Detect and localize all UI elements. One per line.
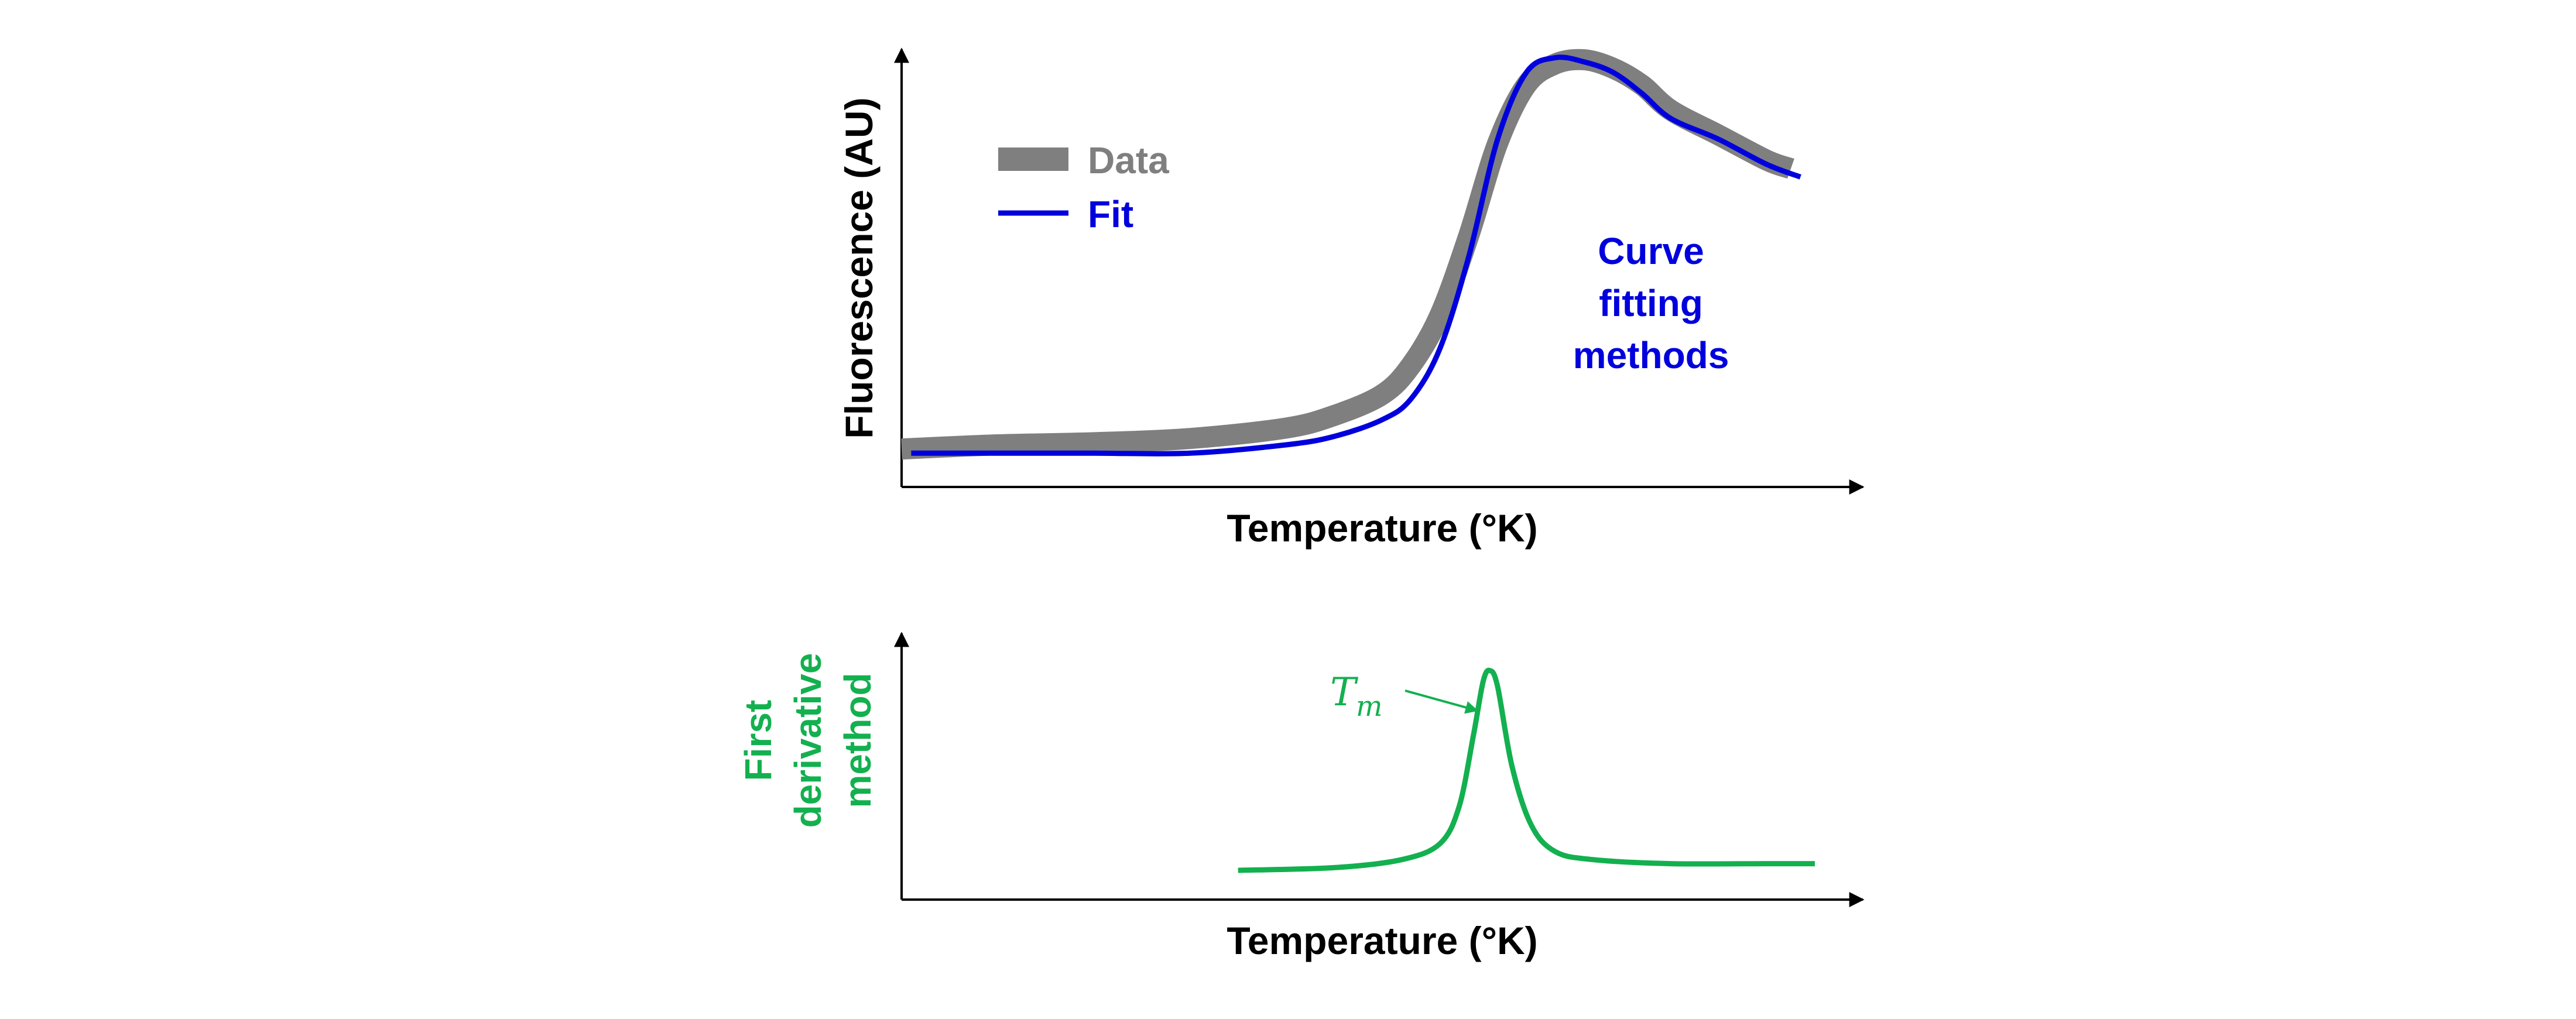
fit-series-line [911,54,1801,457]
tm-letter: T [1330,670,1359,715]
annotation-line-2: fitting [1599,282,1703,324]
tm-subscript: m [1356,690,1383,723]
derivative-series-line [1238,667,1815,873]
tm-annotation: Tm [1330,670,1479,723]
bottom-y-axis-label: First derivative method [737,653,879,828]
bottom-y-label-line-1: First [737,700,779,781]
top-chart: Temperature (°K) Fluorescence (AU) Data … [837,47,1865,550]
tm-label: Tm [1330,670,1383,723]
legend-data-label: Data [1088,139,1169,181]
bottom-chart: Temperature (°K) First derivative method… [737,632,1865,962]
bottom-x-axis-label: Temperature (°K) [1227,919,1537,962]
top-y-axis-label: Fluorescence (AU) [837,97,881,438]
legend: Data Fit [998,139,1169,235]
annotation-line-1: Curve [1598,230,1704,272]
annotation-line-3: methods [1573,334,1729,376]
legend-data-swatch [998,147,1068,171]
data-series-line [901,49,1794,460]
bottom-y-label-line-2: derivative [787,653,829,828]
tm-arrow [1405,689,1479,714]
top-x-axis-label: Temperature (°K) [1227,506,1537,550]
bottom-y-label-line-3: method [837,673,879,808]
curve-fitting-annotation: Curve fitting methods [1573,230,1729,376]
legend-fit-label: Fit [1088,193,1133,235]
